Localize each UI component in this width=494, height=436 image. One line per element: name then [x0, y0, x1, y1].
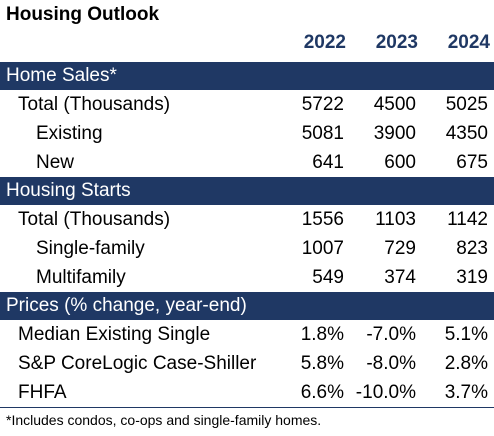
- table-row: New 641 600 675: [0, 148, 494, 177]
- row-value-2022: 1.8%: [300, 324, 344, 345]
- row-value-2023: -10.0%: [355, 382, 416, 403]
- row-value-2023: 4500: [373, 94, 416, 115]
- outlook-table: Home Sales* Total (Thousands) 5722 4500 …: [0, 62, 494, 408]
- row-label: S&P CoreLogic Case-Shiller: [18, 353, 257, 374]
- row-value-2024: 823: [456, 238, 488, 259]
- row-value-2023: 1103: [375, 209, 416, 230]
- row-value-2024: 2.8%: [444, 353, 488, 374]
- section-header-prices: Prices (% change, year-end): [0, 292, 494, 320]
- table-row: FHFA 6.6% -10.0% 3.7%: [0, 378, 494, 407]
- row-value-2024: 1142: [447, 209, 488, 230]
- row-label: FHFA: [18, 382, 67, 403]
- row-value-2023: -8.0%: [366, 353, 416, 374]
- section-header-home-sales: Home Sales*: [0, 62, 494, 90]
- row-label: Existing: [36, 123, 103, 144]
- row-label: Single-family: [36, 238, 145, 259]
- year-header-row: 2022 2023 2024: [266, 32, 494, 60]
- section-header-housing-starts: Housing Starts: [0, 177, 494, 205]
- row-value-2022: 641: [312, 152, 344, 173]
- page-title: Housing Outlook: [6, 4, 160, 25]
- row-value-2024: 3.7%: [444, 382, 488, 403]
- row-value-2024: 4350: [445, 123, 488, 144]
- table-row: S&P CoreLogic Case-Shiller 5.8% -8.0% 2.…: [0, 349, 494, 378]
- table-bottom-divider: [0, 407, 494, 408]
- table-row: Single-family 1007 729 823: [0, 234, 494, 263]
- row-value-2022: 5722: [301, 94, 344, 115]
- table-row: Existing 5081 3900 4350: [0, 119, 494, 148]
- row-value-2022: 6.6%: [300, 382, 344, 403]
- row-value-2024: 5025: [445, 94, 488, 115]
- row-value-2022: 5081: [301, 123, 344, 144]
- footnote: *Includes condos, co-ops and single-fami…: [6, 412, 322, 428]
- row-value-2023: 729: [384, 238, 416, 259]
- row-label: Total (Thousands): [18, 94, 171, 115]
- row-label: Total (Thousands): [18, 209, 171, 230]
- table-row: Median Existing Single 1.8% -7.0% 5.1%: [0, 320, 494, 349]
- row-value-2024: 319: [456, 267, 488, 288]
- table-row: Total (Thousands) 1556 1103 1142: [0, 205, 494, 234]
- year-2022: 2022: [303, 32, 346, 53]
- row-value-2023: 600: [384, 152, 416, 173]
- row-value-2022: 5.8%: [300, 353, 344, 374]
- table-row: Multifamily 549 374 319: [0, 263, 494, 292]
- row-value-2022: 1007: [301, 238, 344, 259]
- table-row: Total (Thousands) 5722 4500 5025: [0, 90, 494, 119]
- row-label: Multifamily: [36, 267, 126, 288]
- row-value-2023: -7.0%: [366, 324, 416, 345]
- year-2023: 2023: [375, 32, 418, 53]
- row-value-2024: 5.1%: [444, 324, 488, 345]
- row-value-2022: 1556: [301, 209, 344, 230]
- row-label: Median Existing Single: [18, 324, 211, 345]
- row-value-2024: 675: [456, 152, 488, 173]
- row-value-2023: 374: [384, 267, 416, 288]
- row-value-2023: 3900: [373, 123, 416, 144]
- year-2024: 2024: [447, 32, 490, 53]
- row-value-2022: 549: [312, 267, 344, 288]
- row-label: New: [36, 152, 75, 173]
